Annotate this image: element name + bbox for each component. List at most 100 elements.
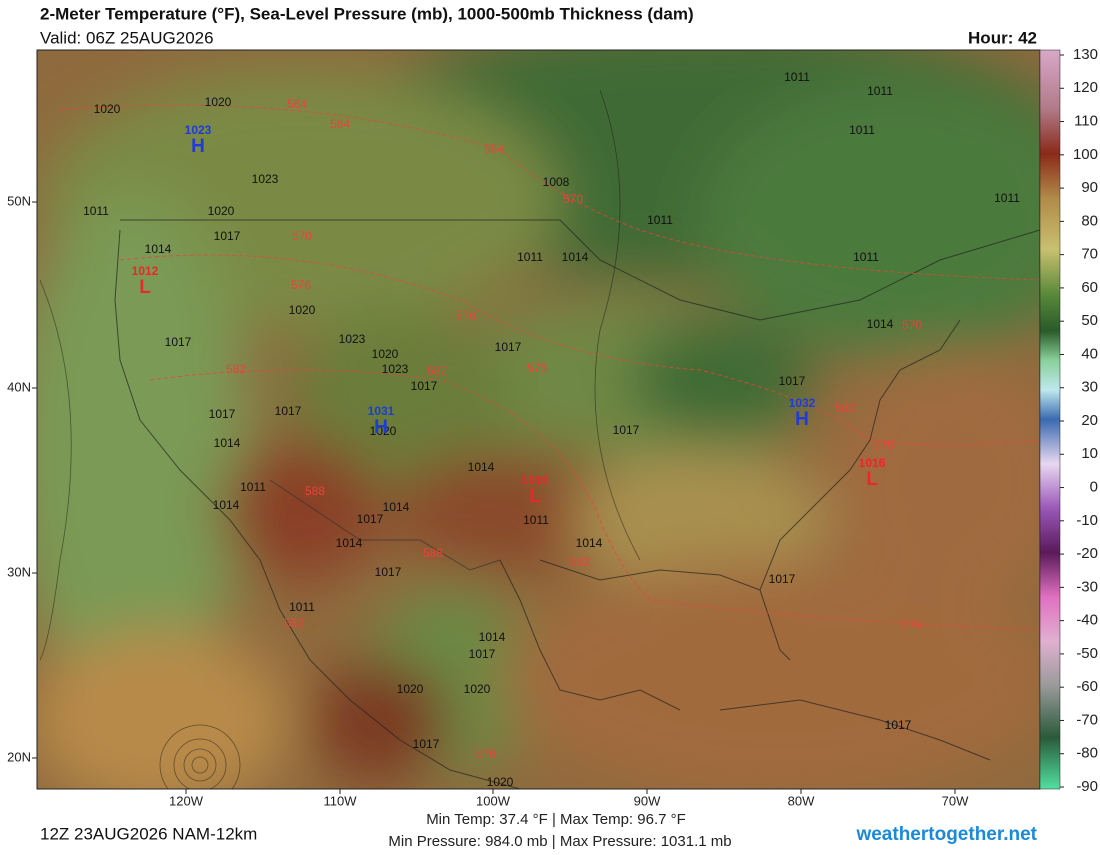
isobar-label: 1023 bbox=[339, 332, 366, 346]
longitude-label: 110W bbox=[324, 793, 358, 808]
isobar-label: 1014 bbox=[145, 242, 172, 256]
longitude-label: 80W bbox=[788, 793, 815, 808]
isobar-label: 1011 bbox=[994, 191, 1020, 205]
brand[interactable]: weathertogether.net bbox=[855, 824, 1037, 845]
thickness-label: 570 bbox=[902, 318, 922, 332]
thickness-label: 576 bbox=[456, 309, 476, 323]
thickness-label: 588 bbox=[423, 546, 443, 560]
longitude-label: 120W bbox=[169, 793, 204, 808]
thickness-label: 582 bbox=[427, 364, 447, 378]
center-value: 1031 bbox=[368, 404, 395, 418]
colorbar-label: 100 bbox=[1073, 146, 1098, 163]
colorbar-label: 40 bbox=[1081, 345, 1098, 362]
center-value: 1032 bbox=[789, 396, 816, 410]
isobar-label: 1020 bbox=[94, 102, 121, 116]
isobar-label: 1011 bbox=[853, 250, 879, 264]
colorbar-label: 120 bbox=[1073, 79, 1098, 96]
isobar-label: 1011 bbox=[784, 70, 810, 84]
colorbar-label: -80 bbox=[1076, 745, 1098, 762]
isobar-label: 1017 bbox=[165, 335, 192, 349]
colorbar-label: 90 bbox=[1081, 179, 1098, 196]
thickness-label: 570 bbox=[292, 229, 312, 243]
colorbar-label: 10 bbox=[1081, 445, 1098, 462]
center-symbol: L bbox=[139, 277, 151, 298]
isobar-label: 1017 bbox=[495, 340, 522, 354]
longitude-label: 100W bbox=[476, 793, 511, 808]
colorbar-label: -30 bbox=[1076, 578, 1098, 595]
colorbar-label: 20 bbox=[1081, 412, 1098, 429]
isobar-label: 1011 bbox=[523, 513, 549, 527]
thickness-label: 576 bbox=[527, 361, 547, 375]
center-symbol: L bbox=[529, 486, 541, 507]
isobar-label: 1017 bbox=[469, 647, 496, 661]
isobar-label: 1017 bbox=[769, 572, 796, 586]
colorbar-label: 110 bbox=[1074, 113, 1098, 130]
thickness-label: 576 bbox=[476, 747, 496, 761]
latitude-label: 40N bbox=[7, 379, 31, 394]
isobar-label: 1014 bbox=[479, 630, 506, 644]
isobar-label: 1020 bbox=[464, 682, 491, 696]
colorbar-label: 60 bbox=[1081, 279, 1098, 296]
thickness-label: 582 bbox=[835, 401, 855, 415]
colorbar bbox=[1039, 49, 1061, 790]
isobar-label: 1020 bbox=[397, 682, 424, 696]
isobar-label: 1014 bbox=[576, 536, 603, 550]
isobar-label: 1014 bbox=[867, 317, 894, 331]
center-symbol: L bbox=[866, 469, 878, 490]
thickness-label: 564 bbox=[287, 97, 307, 111]
isobar-label: 1017 bbox=[613, 423, 640, 437]
thickness-label: 564 bbox=[330, 117, 350, 131]
valid-time: Valid: 06Z 25AUG2026 bbox=[40, 28, 214, 47]
isobar-label: 1020 bbox=[370, 424, 397, 438]
isobar-label: 1017 bbox=[885, 718, 912, 732]
center-symbol: H bbox=[191, 136, 205, 157]
isobar-label: 1020 bbox=[372, 347, 399, 361]
thickness-label: 564 bbox=[484, 142, 504, 156]
longitude-label: 70W bbox=[942, 793, 969, 808]
isobar-label: 1014 bbox=[213, 498, 240, 512]
isobar-label: 1017 bbox=[411, 379, 438, 393]
isobar-label: 1011 bbox=[240, 480, 266, 494]
isobar-label: 1014 bbox=[468, 460, 495, 474]
colorbar-label: -50 bbox=[1076, 645, 1098, 662]
colorbar-label: -90 bbox=[1076, 778, 1098, 795]
isobar-label: 1011 bbox=[849, 123, 875, 137]
colorbar-label: 0 bbox=[1090, 479, 1098, 496]
isobar-label: 1020 bbox=[487, 775, 514, 789]
isobar-label: 1011 bbox=[83, 204, 109, 218]
isobar-label: 1008 bbox=[543, 175, 570, 189]
isobar-label: 1017 bbox=[413, 737, 440, 751]
isobar-label: 1023 bbox=[382, 362, 409, 376]
isobar-label: 1020 bbox=[205, 95, 232, 109]
colorbar-label: 30 bbox=[1081, 379, 1098, 396]
isobar-label: 1011 bbox=[647, 213, 673, 227]
isobar-label: 1020 bbox=[208, 204, 235, 218]
colorbar-label: 50 bbox=[1081, 312, 1098, 329]
latitude-label: 20N bbox=[7, 749, 31, 764]
isobar-label: 1023 bbox=[252, 172, 279, 186]
colorbar-label: -10 bbox=[1076, 512, 1098, 529]
isobar-label: 1014 bbox=[214, 436, 241, 450]
center-value: 1012 bbox=[132, 264, 159, 278]
thickness-label: 582 bbox=[226, 362, 246, 376]
center-value: 1010 bbox=[522, 473, 549, 487]
forecast-hour: Hour: 42 bbox=[968, 28, 1037, 47]
thickness-label: 570 bbox=[874, 438, 894, 452]
thickness-label: 582 bbox=[284, 616, 304, 630]
center-symbol: H bbox=[795, 409, 809, 430]
colorbar-label: 70 bbox=[1081, 246, 1098, 263]
isobar-label: 1011 bbox=[289, 600, 315, 614]
longitude-label: 90W bbox=[634, 793, 661, 808]
isobar-label: 1017 bbox=[209, 407, 236, 421]
isobar-label: 1014 bbox=[562, 250, 589, 264]
isobar-label: 1017 bbox=[275, 404, 302, 418]
thickness-label: 570 bbox=[563, 192, 583, 206]
isobar-label: 1017 bbox=[779, 374, 806, 388]
thickness-label: 576 bbox=[866, 455, 886, 469]
thickness-label: 576 bbox=[902, 618, 922, 632]
model-run: 12Z 23AUG2026 NAM-12km bbox=[40, 824, 257, 843]
thickness-label: 576 bbox=[291, 278, 311, 292]
center-symbol: H bbox=[374, 417, 388, 438]
